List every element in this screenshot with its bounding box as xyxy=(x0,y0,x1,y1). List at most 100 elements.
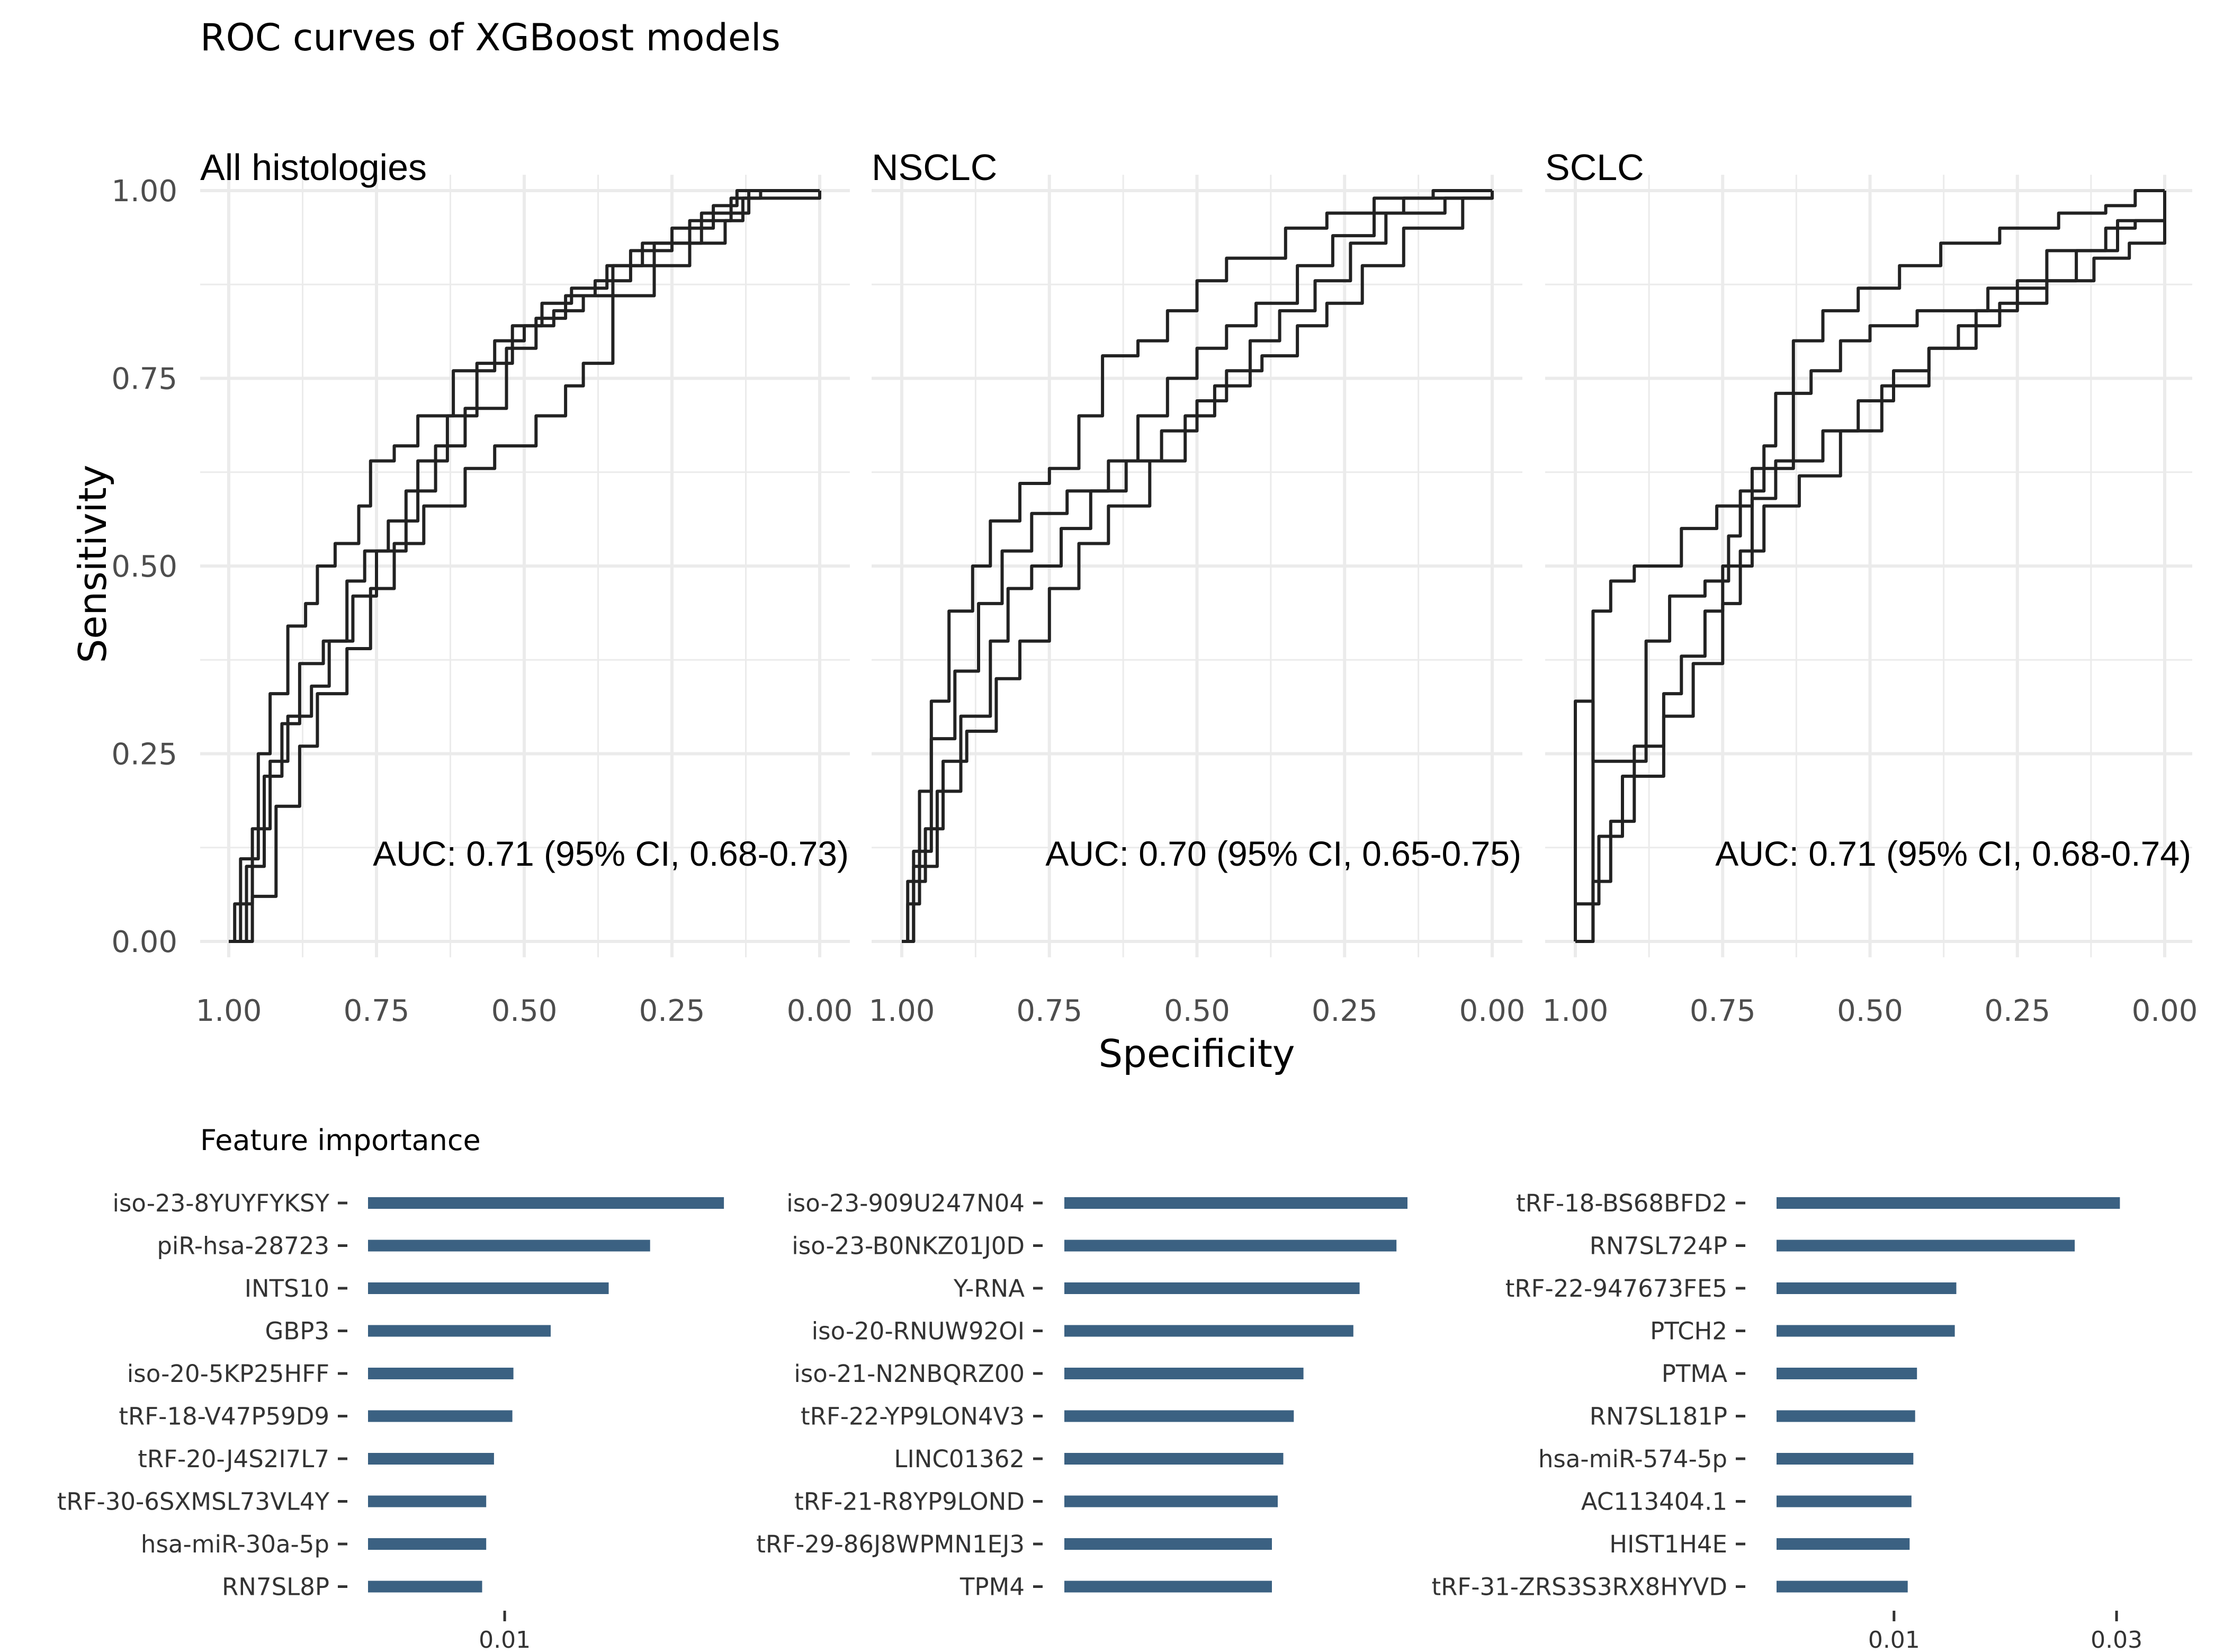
importance-bar xyxy=(368,1197,724,1209)
roc-panel-nsclc: NSCLC 1.00 0.75 0.50 0.25 0.00 AUC: 0.70 (95% … xyxy=(869,147,1526,1028)
x-tick-label: 0.00 xyxy=(787,994,853,1028)
x-tick-label: 0.25 xyxy=(1984,994,2050,1028)
feature-label: tRF-22-YP9LON4V3 xyxy=(801,1403,1025,1431)
feature-label: TPM4 xyxy=(959,1573,1025,1601)
auc-label: AUC: 0.71 (95% CI, 0.68-0.73) xyxy=(373,834,849,873)
importance-bar xyxy=(1064,1325,1353,1337)
importance-bar xyxy=(368,1282,609,1294)
importance-bar xyxy=(368,1538,487,1550)
importance-bar xyxy=(1064,1495,1278,1507)
feature-label: piR-hsa-28723 xyxy=(157,1232,329,1260)
importance-bar xyxy=(368,1453,494,1465)
feature-label: iso-20-RNUW92OI xyxy=(812,1317,1025,1345)
y-axis-label: Sensitivity xyxy=(70,465,115,663)
roc-panel-all-histologies: All histologies 0.00 0.25 0.50 0.75 1.00 1.00 0… xyxy=(111,147,853,1028)
panel-label: NSCLC xyxy=(872,147,997,188)
feature-label: iso-20-5KP25HFF xyxy=(127,1360,329,1388)
importance-bar xyxy=(1777,1282,1957,1294)
feature-label: INTS10 xyxy=(245,1274,329,1303)
x-tick-label: 0.75 xyxy=(1016,994,1082,1028)
importance-bar xyxy=(1777,1197,2120,1209)
feature-label: iso-21-N2NBQRZ00 xyxy=(794,1360,1025,1388)
roc-panel-sclc: SCLC 1.00 0.75 0.50 0.25 0.00 AUC: 0.71 (95% C… xyxy=(1543,147,2198,1028)
importance-bar xyxy=(368,1368,514,1379)
importance-bar xyxy=(1064,1538,1272,1550)
importance-bar xyxy=(1777,1410,1915,1422)
feature-label: HIST1H4E xyxy=(1609,1530,1727,1558)
importance-bar xyxy=(1777,1325,1955,1337)
importance-bar xyxy=(1064,1368,1304,1379)
roc-curve-4 xyxy=(1575,191,2166,906)
auc-label: AUC: 0.70 (95% CI, 0.65-0.75) xyxy=(1045,834,1521,873)
feature-label: PTMA xyxy=(1662,1360,1727,1388)
feature-label: iso-23-909U247N04 xyxy=(786,1189,1025,1217)
auc-label: AUC: 0.71 (95% CI, 0.68-0.74) xyxy=(1715,834,2191,873)
feature-label: RN7SL8P xyxy=(222,1573,329,1601)
roc-curve-1 xyxy=(902,189,1492,943)
x-tick-label: 0.50 xyxy=(1164,994,1230,1028)
feature-label: Y-RNA xyxy=(953,1274,1025,1303)
feature-label: AC113404.1 xyxy=(1581,1488,1727,1516)
feature-label: tRF-29-86J8WPMN1EJ3 xyxy=(756,1530,1025,1558)
importance-panel-all-histologies: iso-23-8YUYFYKSY piR-hsa-28723 INTS10 GBP3 i… xyxy=(57,1189,724,1652)
feature-label: LINC01362 xyxy=(894,1445,1025,1473)
importance-bar xyxy=(1777,1495,1912,1507)
roc-curve-2 xyxy=(1574,191,2166,941)
importance-title: Feature importance xyxy=(200,1124,481,1157)
importance-bar xyxy=(1064,1240,1397,1252)
feature-label: tRF-22-947673FE5 xyxy=(1505,1274,1727,1303)
x-tick-label: 0.25 xyxy=(1312,994,1378,1028)
roc-curve-1 xyxy=(1575,189,2165,943)
chart-title: ROC curves of XGBoost models xyxy=(200,16,781,59)
x-tick-label: 0.75 xyxy=(1690,994,1756,1028)
feature-label: hsa-miR-30a-5p xyxy=(141,1530,329,1558)
x-tick-label: 1.00 xyxy=(196,994,262,1028)
y-tick-label: 0.75 xyxy=(111,362,177,397)
feature-label: RN7SL724P xyxy=(1590,1232,1727,1260)
roc-curve-4 xyxy=(229,191,821,943)
feature-label: tRF-18-BS68BFD2 xyxy=(1516,1189,1727,1217)
x-tick-label: 0.01 xyxy=(1868,1627,1920,1652)
panel-label: All histologies xyxy=(200,147,427,188)
feature-label: RN7SL181P xyxy=(1590,1403,1727,1431)
importance-bar xyxy=(1064,1197,1407,1209)
importance-bar xyxy=(1777,1240,2075,1252)
importance-bar xyxy=(368,1495,487,1507)
feature-label: GBP3 xyxy=(265,1317,329,1345)
y-tick-label: 0.00 xyxy=(111,925,177,959)
feature-label: iso-23-B0NKZ01J0D xyxy=(792,1232,1025,1260)
x-axis-label: Specificity xyxy=(1098,1031,1295,1076)
importance-bar xyxy=(1064,1410,1294,1422)
roc-curve-3 xyxy=(1575,191,2166,943)
x-tick-label: 1.00 xyxy=(869,994,935,1028)
x-tick-label: 0.01 xyxy=(479,1627,531,1652)
roc-curve-4 xyxy=(902,191,1494,943)
importance-bar xyxy=(368,1240,650,1252)
roc-curve-3 xyxy=(902,191,1494,943)
importance-panel-nsclc: iso-23-909U247N04 iso-23-B0NKZ01J0D Y-RNA i… xyxy=(756,1189,1407,1601)
importance-panel-sclc: tRF-18-BS68BFD2 RN7SL724P tRF-22-947673FE5… xyxy=(1431,1189,2142,1652)
importance-bar xyxy=(368,1410,513,1422)
importance-bar xyxy=(1064,1282,1360,1294)
x-tick-label: 0.50 xyxy=(1837,994,1903,1028)
importance-bar xyxy=(368,1581,482,1593)
panel-label: SCLC xyxy=(1545,147,1644,188)
importance-bar xyxy=(368,1325,551,1337)
feature-label: PTCH2 xyxy=(1650,1317,1727,1345)
importance-bar xyxy=(1064,1581,1272,1593)
x-tick-label: 1.00 xyxy=(1543,994,1609,1028)
x-tick-label: 0.75 xyxy=(344,994,410,1028)
feature-label: tRF-30-6SXMSL73VL4Y xyxy=(57,1488,330,1516)
importance-bar xyxy=(1777,1538,1910,1550)
importance-bar xyxy=(1777,1581,1908,1593)
x-tick-label: 0.50 xyxy=(491,994,558,1028)
feature-label: tRF-21-R8YP9LOND xyxy=(794,1488,1025,1516)
importance-bar xyxy=(1777,1368,1917,1379)
y-tick-label: 1.00 xyxy=(111,174,177,209)
feature-label: tRF-18-V47P59D9 xyxy=(119,1403,329,1431)
y-tick-label: 0.50 xyxy=(111,550,177,584)
x-tick-label: 0.03 xyxy=(2091,1627,2142,1652)
x-tick-label: 0.00 xyxy=(2132,994,2198,1028)
importance-bar xyxy=(1064,1453,1284,1465)
